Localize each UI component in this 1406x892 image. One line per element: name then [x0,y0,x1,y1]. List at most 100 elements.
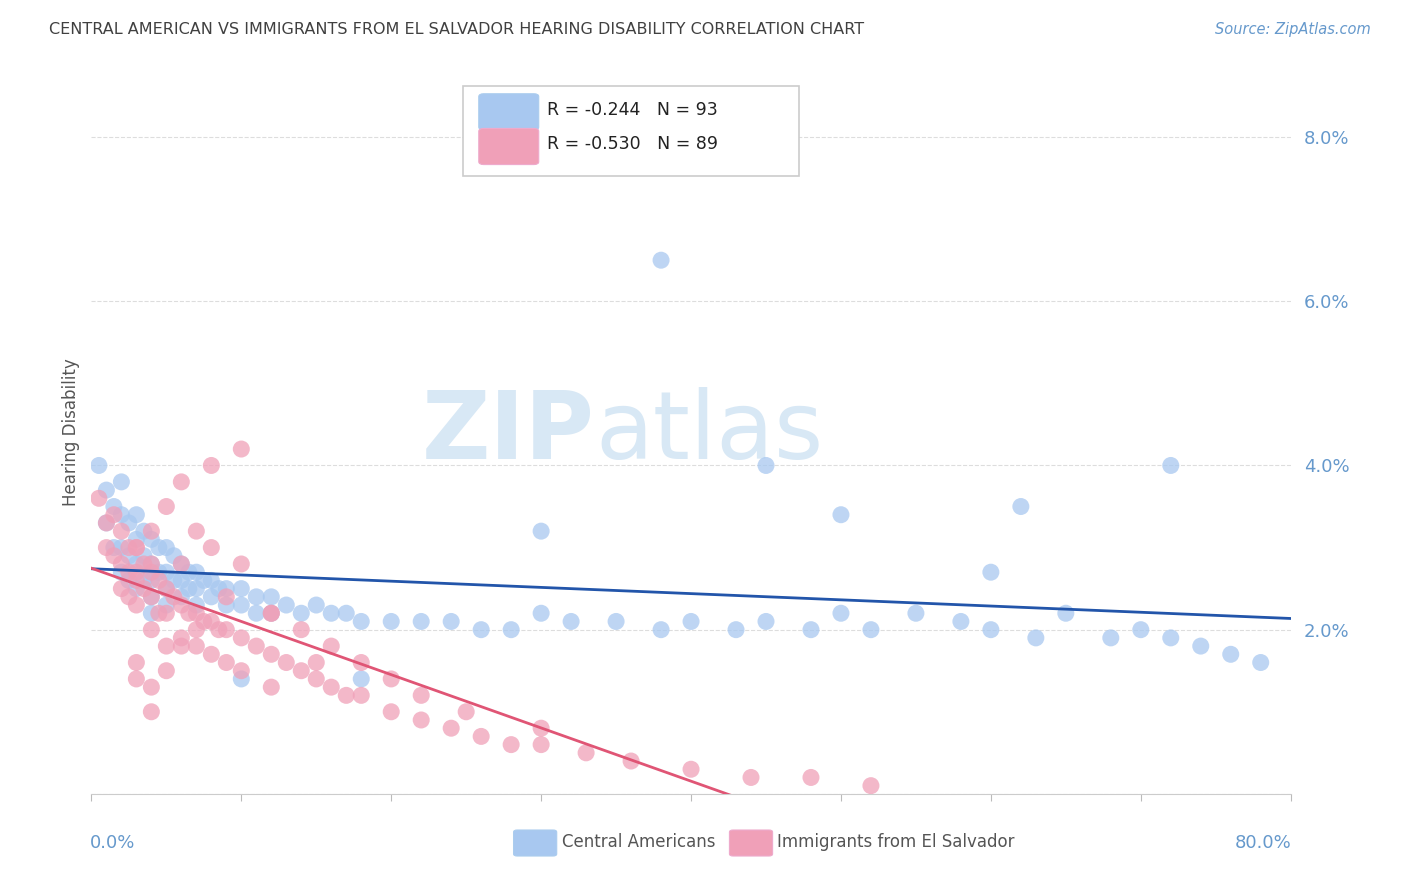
Point [290,623,312,637]
Point [231,582,253,596]
Point [103,508,125,522]
Point [200,541,222,555]
Point [170,639,193,653]
Point [103,541,125,555]
Point [177,607,200,621]
Point [980,565,1002,579]
Point [200,574,222,588]
Point [125,574,148,588]
Point [335,689,357,703]
Point [245,607,267,621]
Point [1099,631,1122,645]
Point [87,491,110,506]
Point [276,656,298,670]
Point [186,524,208,538]
Point [1160,631,1182,645]
Point [380,615,402,629]
Point [141,590,163,604]
Point [215,582,238,596]
Point [103,549,125,563]
Point [141,565,163,579]
Point [200,615,222,629]
Point [155,500,177,514]
Point [155,565,177,579]
Point [96,516,118,530]
Text: R = -0.530   N = 89: R = -0.530 N = 89 [547,136,718,153]
Point [118,574,141,588]
Point [530,738,553,752]
Point [193,615,215,629]
Point [96,516,118,530]
Point [132,524,155,538]
Point [650,623,672,637]
Point [1025,631,1047,645]
Point [170,557,193,571]
Point [440,615,463,629]
Point [305,656,328,670]
Point [110,475,132,489]
Point [800,623,823,637]
Point [163,590,186,604]
Point [132,582,155,596]
FancyBboxPatch shape [730,830,773,856]
Point [755,615,778,629]
Text: 80.0%: 80.0% [1234,834,1292,852]
Point [411,713,433,727]
Point [148,541,170,555]
Point [949,615,972,629]
Point [456,705,478,719]
Point [1189,639,1212,653]
Point [208,623,231,637]
Point [110,565,132,579]
Point [125,656,148,670]
Text: R = -0.244   N = 93: R = -0.244 N = 93 [547,101,718,119]
Point [530,607,553,621]
Point [200,648,222,662]
Point [231,557,253,571]
Point [350,689,373,703]
Point [200,590,222,604]
Point [170,557,193,571]
Point [800,771,823,785]
Point [1010,500,1032,514]
Point [501,738,523,752]
Point [96,541,118,555]
Point [215,623,238,637]
Point [125,565,148,579]
Text: Immigrants from El Salvador: Immigrants from El Salvador [778,833,1015,851]
Point [530,524,553,538]
Point [141,574,163,588]
Point [290,664,312,678]
Text: 0.0%: 0.0% [90,834,135,852]
Point [186,623,208,637]
Point [470,730,492,744]
Text: Source: ZipAtlas.com: Source: ZipAtlas.com [1215,22,1371,37]
Point [141,705,163,719]
Point [859,623,882,637]
Point [118,549,141,563]
Y-axis label: Hearing Disability: Hearing Disability [62,359,80,507]
Point [980,623,1002,637]
Point [245,639,267,653]
Point [125,672,148,686]
Point [148,574,170,588]
Point [321,680,343,694]
Point [231,672,253,686]
Point [411,689,433,703]
Point [110,508,132,522]
Point [260,607,283,621]
Point [170,475,193,489]
Point [170,574,193,588]
Point [321,639,343,653]
Point [321,607,343,621]
Point [231,631,253,645]
Point [141,533,163,547]
FancyBboxPatch shape [463,86,799,176]
Point [350,656,373,670]
Point [650,253,672,268]
Point [148,607,170,621]
Point [440,721,463,735]
Point [125,582,148,596]
Point [470,623,492,637]
Point [186,607,208,621]
